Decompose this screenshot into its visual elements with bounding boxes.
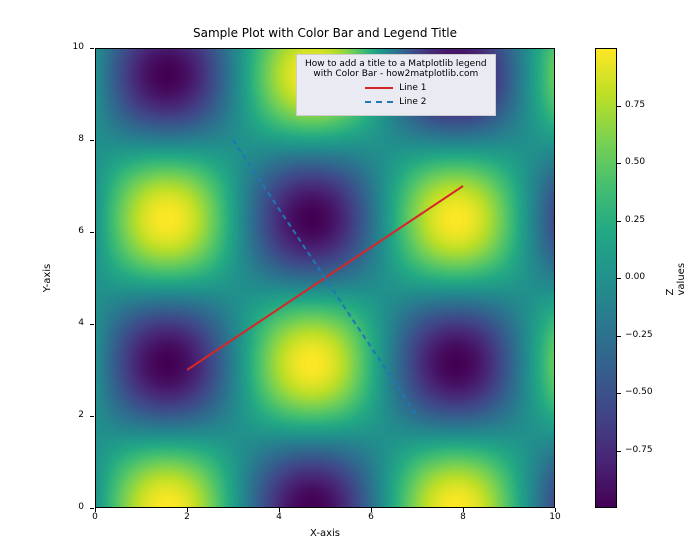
colorbar-tick-label: 0.75 [625,100,645,110]
y-axis-label: Y-axis [42,48,56,508]
legend-line-sample [365,101,393,103]
colorbar-tick-label: −0.50 [625,387,653,397]
x-tick-label: 4 [269,512,289,522]
x-tick-label: 6 [361,512,381,522]
colorbar-tick-label: 0.50 [625,157,645,167]
y-tick-label: 0 [60,502,84,512]
y-ticks: 0246810 [60,48,90,508]
colorbar-tick-label: −0.25 [625,330,653,340]
x-ticks: 0246810 [95,512,555,526]
legend-box: How to add a title to a Matplotlib legen… [296,54,496,116]
y-tick-label: 8 [60,134,84,144]
colorbar-tick-label: 0.00 [625,272,645,282]
x-axis-label: X-axis [95,528,555,539]
colorbar [595,48,617,508]
x-tick-label: 10 [545,512,565,522]
legend-entry: Line 2 [305,95,487,109]
x-tick-label: 2 [177,512,197,522]
x-tick-label: 0 [85,512,105,522]
colorbar-ticks: −0.75 −0.50 −0.25 0.00 0.25 0.50 0.75 [621,48,661,508]
legend-line-sample [365,87,393,89]
legend-title: How to add a title to a Matplotlib legen… [305,59,487,79]
y-tick-label: 4 [60,318,84,328]
plot-title: Sample Plot with Color Bar and Legend Ti… [95,26,555,40]
colorbar-tick-label: 0.25 [625,215,645,225]
colorbar-label: Z values [665,261,687,296]
colorbar-tick-label: −0.75 [625,445,653,455]
y-tick-label: 10 [60,42,84,52]
plot-line [233,140,417,416]
x-tick-label: 8 [453,512,473,522]
y-tick-label: 2 [60,410,84,420]
line-overlay [95,48,555,508]
legend-label: Line 2 [399,97,426,107]
legend-entry: Line 1 [305,81,487,95]
y-tick-label: 6 [60,226,84,236]
legend-entries: Line 1 Line 2 [305,81,487,109]
legend-label: Line 1 [399,83,426,93]
